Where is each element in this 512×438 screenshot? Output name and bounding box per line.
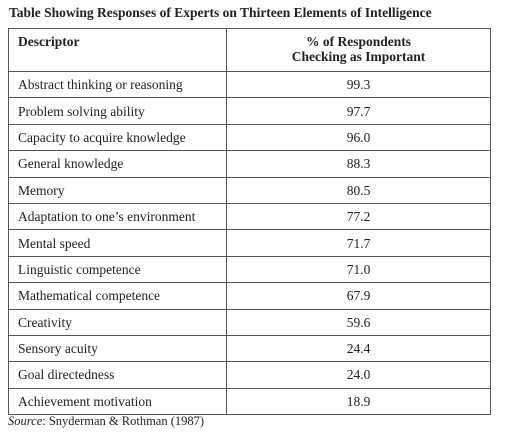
column-header-percent-line-2: Checking as Important bbox=[291, 49, 426, 64]
descriptor-cell: Adaptation to one’s environment bbox=[8, 202, 227, 231]
data-table: Descriptor % of Respondents Checking as … bbox=[8, 28, 491, 416]
table-title: Table Showing Responses of Experts on Th… bbox=[9, 5, 432, 20]
table-row: Mental speed 71.7 bbox=[8, 229, 491, 257]
percent-cell: 67.9 bbox=[226, 282, 491, 310]
table-row: Problem solving ability 97.7 bbox=[8, 97, 491, 125]
percent-cell: 88.3 bbox=[226, 150, 491, 178]
descriptor-cell: Linguistic competence bbox=[8, 255, 227, 284]
descriptor-cell: General knowledge bbox=[8, 150, 227, 178]
descriptor-cell: Goal directedness bbox=[8, 361, 227, 389]
percent-cell: 99.3 bbox=[226, 70, 491, 99]
descriptor-cell: Abstract thinking or reasoning bbox=[8, 70, 227, 99]
table-row: Adaptation to one’s environment 77.2 bbox=[8, 202, 491, 231]
descriptor-cell: Capacity to acquire knowledge bbox=[8, 123, 227, 152]
column-header-percent-line-1: % of Respondents bbox=[305, 34, 411, 49]
descriptor-cell: Memory bbox=[8, 176, 227, 204]
descriptor-cell: Achievement motivation bbox=[8, 387, 227, 416]
percent-cell: 24.4 bbox=[226, 334, 491, 363]
source-label: Source bbox=[8, 414, 43, 428]
percent-cell: 18.9 bbox=[226, 387, 491, 416]
percent-cell: 71.0 bbox=[226, 255, 491, 284]
table-row: Capacity to acquire knowledge 96.0 bbox=[8, 123, 491, 152]
percent-cell: 71.7 bbox=[226, 229, 491, 257]
column-header-percent: % of Respondents Checking as Important bbox=[226, 28, 491, 72]
percent-cell: 96.0 bbox=[226, 123, 491, 152]
percent-cell: 24.0 bbox=[226, 361, 491, 389]
table-header-row: Descriptor % of Respondents Checking as … bbox=[8, 28, 491, 72]
table-row: Linguistic competence 71.0 bbox=[8, 255, 491, 284]
table-row: Memory 80.5 bbox=[8, 176, 491, 204]
table-row: General knowledge 88.3 bbox=[8, 150, 491, 178]
percent-cell: 80.5 bbox=[226, 176, 491, 204]
table-row: Goal directedness 24.0 bbox=[8, 361, 491, 389]
table-body: Abstract thinking or reasoning 99.3 Proble… bbox=[8, 70, 491, 416]
table-row: Achievement motivation 18.9 bbox=[8, 387, 491, 416]
table-row: Mathematical competence 67.9 bbox=[8, 282, 491, 310]
source-note: Source: Snyderman & Rothman (1987) bbox=[8, 414, 204, 429]
descriptor-cell: Mental speed bbox=[8, 229, 227, 257]
percent-cell: 77.2 bbox=[226, 202, 491, 231]
percent-cell: 59.6 bbox=[226, 308, 491, 336]
descriptor-cell: Sensory acuity bbox=[8, 334, 227, 363]
descriptor-cell: Problem solving ability bbox=[8, 97, 227, 125]
source-text: : Snyderman & Rothman (1987) bbox=[42, 414, 205, 428]
table-row: Creativity 59.6 bbox=[8, 308, 491, 336]
column-header-descriptor: Descriptor bbox=[8, 28, 227, 72]
descriptor-cell: Creativity bbox=[8, 308, 227, 336]
table-row: Sensory acuity 24.4 bbox=[8, 334, 491, 363]
percent-cell: 97.7 bbox=[226, 97, 491, 125]
descriptor-cell: Mathematical competence bbox=[8, 282, 227, 310]
table-row: Abstract thinking or reasoning 99.3 bbox=[8, 70, 491, 99]
